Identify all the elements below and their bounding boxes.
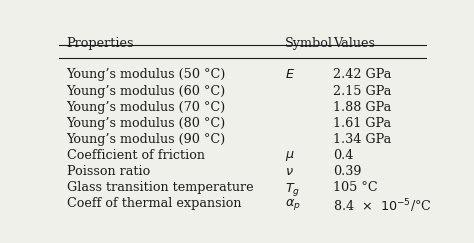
Text: Young’s modulus (90 °C): Young’s modulus (90 °C) [66, 133, 226, 146]
Text: $\alpha_p$: $\alpha_p$ [285, 197, 301, 212]
Text: 8.4  $\times$  $10^{-5}$/°C: 8.4 $\times$ $10^{-5}$/°C [333, 197, 432, 215]
Text: Young’s modulus (80 °C): Young’s modulus (80 °C) [66, 117, 226, 130]
Text: Coefficient of friction: Coefficient of friction [66, 149, 205, 162]
Text: $E$: $E$ [285, 69, 295, 81]
Text: Young’s modulus (50 °C): Young’s modulus (50 °C) [66, 69, 226, 81]
Text: 1.34 GPa: 1.34 GPa [333, 133, 391, 146]
Text: 105 °C: 105 °C [333, 181, 378, 194]
Text: 0.4: 0.4 [333, 149, 353, 162]
Text: 1.61 GPa: 1.61 GPa [333, 117, 391, 130]
Text: Young’s modulus (60 °C): Young’s modulus (60 °C) [66, 85, 226, 97]
Text: Poisson ratio: Poisson ratio [66, 165, 150, 178]
Text: Values: Values [333, 37, 375, 50]
Text: 2.15 GPa: 2.15 GPa [333, 85, 392, 97]
Text: Glass transition temperature: Glass transition temperature [66, 181, 253, 194]
Text: 2.42 GPa: 2.42 GPa [333, 69, 392, 81]
Text: 0.39: 0.39 [333, 165, 362, 178]
Text: Young’s modulus (70 °C): Young’s modulus (70 °C) [66, 101, 226, 114]
Text: 1.88 GPa: 1.88 GPa [333, 101, 391, 114]
Text: $\nu$: $\nu$ [285, 165, 294, 178]
Text: Symbol: Symbol [285, 37, 333, 50]
Text: Coeff of thermal expansion: Coeff of thermal expansion [66, 197, 241, 210]
Text: $T_g$: $T_g$ [285, 181, 301, 198]
Text: Properties: Properties [66, 37, 134, 50]
Text: $\mu$: $\mu$ [285, 149, 295, 163]
